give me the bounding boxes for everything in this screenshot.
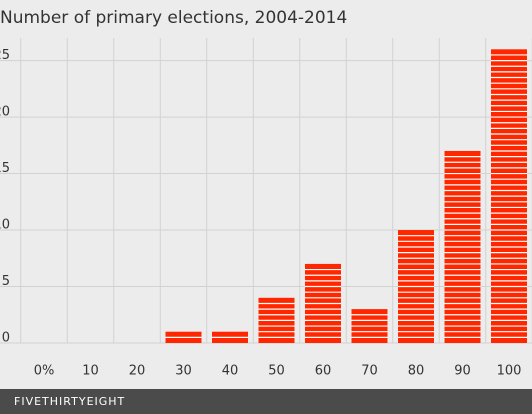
y-tick-label: 20	[0, 105, 10, 120]
x-tick-label: 0%	[34, 364, 55, 379]
x-tick-label: 20	[129, 364, 146, 379]
x-tick-label: 50	[268, 364, 285, 379]
y-tick-label: 10	[0, 218, 10, 233]
x-tick-label: 10	[82, 364, 99, 379]
y-tick-label: 5	[2, 274, 10, 289]
footer-logo: FIVETHIRTYEIGHT	[14, 395, 125, 408]
x-tick-label: 60	[315, 364, 332, 379]
x-tick-label: 100	[497, 364, 522, 379]
x-tick-label: 80	[408, 364, 425, 379]
x-tick-label: 30	[175, 364, 192, 379]
x-tick-label: 90	[454, 364, 471, 379]
y-tick-label: 0	[2, 331, 10, 346]
chart-subtitle: Number of primary elections, 2004-2014	[0, 8, 347, 28]
y-tick-label: 25	[0, 48, 10, 63]
x-tick-label: 70	[361, 364, 378, 379]
footer-bar	[0, 389, 532, 414]
y-tick-label: 15	[0, 161, 10, 176]
x-tick-label: 40	[222, 364, 239, 379]
plot: 0 5 10 15 20 25 0% 10 20 30 40 50 60 70 80 90 100	[0, 38, 532, 379]
